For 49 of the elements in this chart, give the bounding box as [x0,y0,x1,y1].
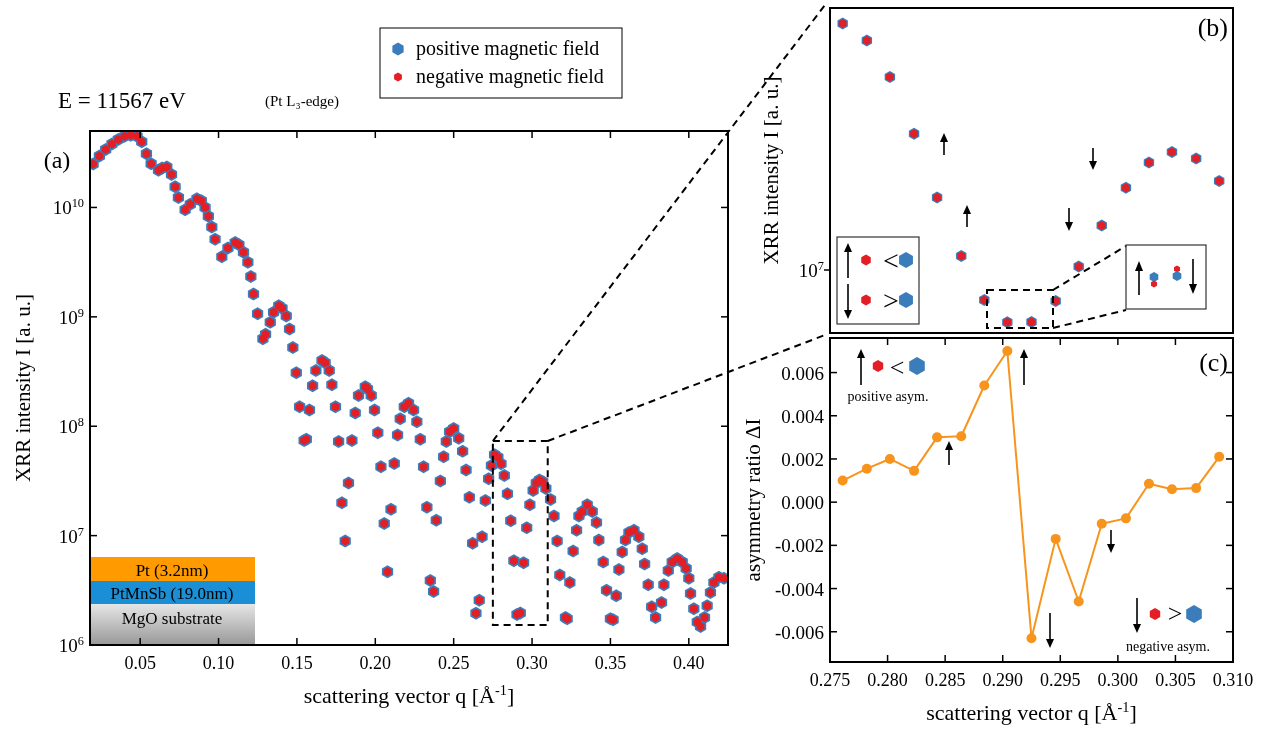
x-tick-label: 0.280 [867,670,908,690]
x-tick-label: 0.15 [281,653,313,673]
x-tick-label: 0.300 [1097,670,1139,690]
x-tick-label: 0.295 [1040,670,1081,690]
x-axis-title: scattering vector q [Å$^{-1}$] [303,682,515,708]
annotation: > [1167,599,1183,628]
y-axis-title: XRR intensity I [a. u.] [759,76,783,265]
annotation: > [883,285,899,316]
annotation: positive asym. [847,389,929,404]
annotation: MgO substrate [121,609,223,628]
y-axis-title: asymmetry ratio ΔI [741,418,765,582]
chart-subtitle: (Pt L₃-edge) [265,93,339,110]
x-tick-label: 0.290 [982,670,1023,690]
y-tick-label: -0.004 [774,578,825,600]
y-tick-label: -0.002 [774,535,824,557]
x-tick-label: 0.305 [1155,670,1196,690]
y-tick-label: 10$^{9}$ [58,305,84,328]
annotation: < [883,245,899,276]
x-tick-label: 0.05 [124,653,156,673]
legend-label: positive magnetic field [416,37,600,60]
y-tick-label: 10$^{8}$ [58,415,84,438]
x-tick-label: 0.10 [202,653,235,673]
x-tick-label: 0.35 [594,653,627,673]
y-tick-label: 10$^{7}$ [58,524,84,547]
x-tick-label: 0.20 [359,653,392,673]
x-tick-label: 0.25 [437,653,470,673]
text: (a) [43,147,71,173]
annotation: negative asym. [1126,639,1210,654]
x-tick-label: 0.285 [924,670,966,690]
y-tick-label: 0.000 [781,492,824,514]
x-tick-label: 0.310 [1212,670,1254,690]
annotation: PtMnSb (19.0nm) [110,584,234,603]
y-tick-label: 10$^{6}$ [58,634,84,656]
chart-title: E = 11567 eV [58,88,187,113]
y-tick-label: 0.004 [781,405,825,427]
y-tick-label: 0.006 [781,362,824,384]
y-tick-label: -0.006 [774,621,824,643]
legend-label: negative magnetic field [416,65,604,88]
annotation: < [889,353,905,382]
y-tick-label: 0.002 [781,448,824,470]
x-tick-label: 0.275 [809,670,851,690]
annotation: Pt (3.2nm) [135,561,209,580]
annotation: (c) [1199,348,1228,377]
x-tick-label: 0.30 [516,653,548,673]
y-axis-title: XRR intensity I [a. u.] [11,294,35,482]
annotation: (b) [1197,13,1228,42]
x-axis-title: scattering vector q [Å$^{-1}$] [926,699,1137,725]
x-tick-label: 0.40 [673,653,705,673]
y-tick-label: 10$^{10}$ [52,196,84,219]
